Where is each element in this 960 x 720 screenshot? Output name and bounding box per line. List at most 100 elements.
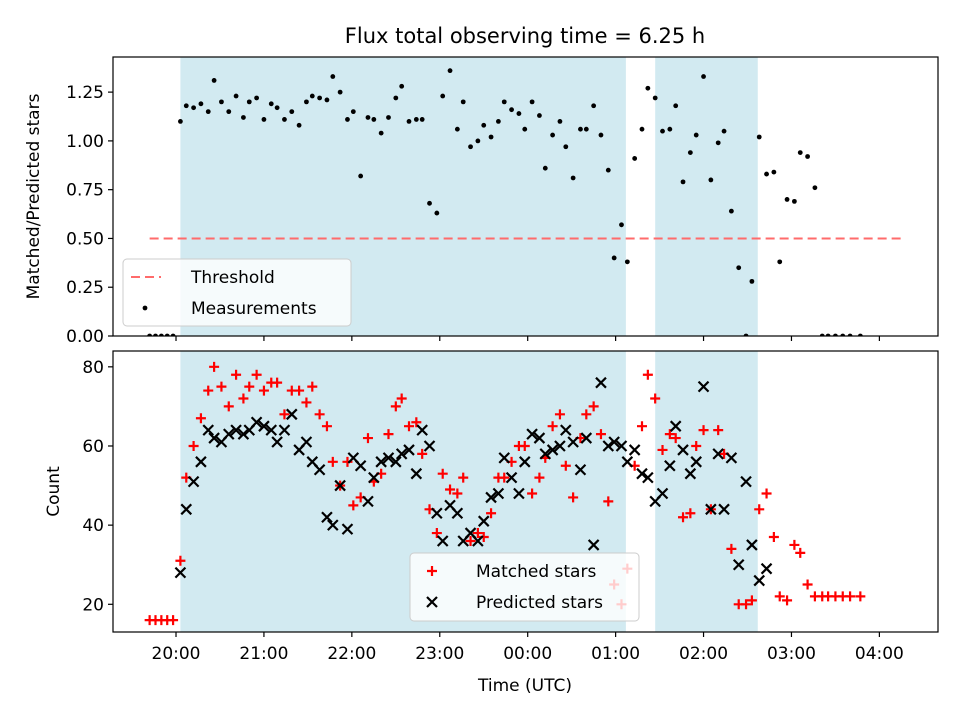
y-axis-label: Matched/Predicted stars [24, 93, 44, 299]
measurement-point [756, 134, 762, 140]
predicted-star-point [362, 495, 374, 508]
predicted-star-point [472, 535, 484, 547]
measurement-point [660, 128, 665, 134]
predicted-star-point [265, 424, 278, 436]
matched-star-point [855, 591, 866, 602]
measurement-point [805, 154, 810, 159]
predicted-star-point [684, 467, 697, 480]
x-tick-label: 02:00 [679, 644, 728, 664]
matched-star-point [588, 401, 599, 412]
predicted-star-point [222, 428, 235, 440]
legend-matched-swatch [427, 566, 437, 576]
measurement-point [198, 101, 204, 107]
predicted-star-point [395, 448, 408, 460]
measurement-point [378, 130, 384, 136]
matched-star-point [657, 444, 668, 455]
matched-star-point [527, 488, 538, 499]
measurement-point [632, 156, 638, 161]
matched-star-point [802, 579, 813, 590]
measurement-point [619, 222, 624, 228]
measurement-point [777, 259, 783, 265]
measurement-point [233, 93, 239, 99]
matched-star-point [685, 508, 696, 519]
matched-star-point [554, 409, 565, 420]
measurement-point [736, 265, 742, 271]
predicted-star-point [174, 566, 187, 579]
measurement-point [289, 109, 295, 115]
measurement-point [246, 99, 252, 105]
measurement-point [358, 173, 364, 179]
matched-star-point [761, 488, 772, 499]
predicted-star-point [697, 380, 710, 393]
predicted-star-point [615, 440, 628, 452]
measurement-point [183, 103, 189, 109]
observing-interval-band [655, 57, 758, 336]
matched-star-point [568, 492, 579, 503]
measurement-point [516, 111, 522, 116]
matched-star-point [458, 472, 469, 483]
measurement-point [693, 132, 699, 138]
predicted-star-point [341, 523, 354, 535]
measurement-point [330, 74, 336, 79]
matched-star-point [188, 440, 199, 451]
y-tick-label: 20 [82, 595, 104, 615]
predicted-star-point [278, 424, 291, 436]
predicted-star-point [587, 539, 600, 551]
matched-star-point [417, 448, 428, 459]
measurement-point [701, 74, 706, 79]
predicted-star-point [602, 440, 615, 452]
matched-star-point [774, 591, 785, 602]
matched-star-point [175, 555, 186, 566]
y-tick-label: 60 [82, 437, 104, 457]
predicted-star-point [180, 503, 193, 516]
x-tick-label: 23:00 [415, 644, 464, 664]
predicted-star-point [285, 408, 298, 421]
measurement-point [454, 126, 460, 132]
matched-star-point [279, 409, 290, 420]
predicted-star-point [595, 376, 607, 389]
predicted-star-point [760, 562, 773, 575]
matched-star-point [411, 417, 422, 428]
measurement-point [542, 165, 548, 171]
x-tick-label: 00:00 [503, 644, 552, 664]
predicted-star-point [669, 420, 682, 432]
matched-star-point [314, 409, 325, 420]
measurement-point [282, 117, 287, 122]
predicted-star-point [753, 574, 766, 587]
matched-star-point [238, 393, 249, 404]
measurement-point [652, 95, 658, 101]
legend-box [409, 552, 640, 622]
matched-star-point [486, 508, 497, 519]
matched-star-point [636, 421, 647, 432]
measurement-point [791, 198, 797, 204]
measurement-point [337, 89, 343, 95]
measurement-point [324, 97, 330, 103]
predicted-star-point [621, 456, 634, 468]
predicted-star-point [518, 456, 531, 468]
matched-star-point [678, 512, 689, 523]
measurement-point [715, 140, 721, 146]
matched-star-point [603, 496, 614, 507]
measurement-point [296, 122, 302, 128]
measurement-point [447, 68, 453, 74]
matched-star-point [168, 615, 179, 626]
measurement-point [529, 99, 535, 105]
measurement-point [591, 103, 597, 109]
predicted-star-point [250, 416, 263, 429]
measurement-point [406, 118, 412, 124]
predicted-star-point [746, 539, 758, 551]
predicted-star-point [258, 420, 270, 432]
measurement-point [419, 117, 425, 122]
measurement-point [764, 171, 769, 177]
measurement-point [721, 128, 727, 134]
matched-star-point [782, 595, 793, 606]
legend-predicted-swatch [426, 596, 438, 608]
measurement-point [667, 126, 673, 132]
measurement-point [680, 179, 686, 185]
measurement-point [468, 144, 473, 150]
measurement-point [481, 122, 487, 128]
predicted-star-point [628, 444, 641, 456]
measurement-point [345, 117, 350, 122]
measurement-point [509, 107, 514, 113]
